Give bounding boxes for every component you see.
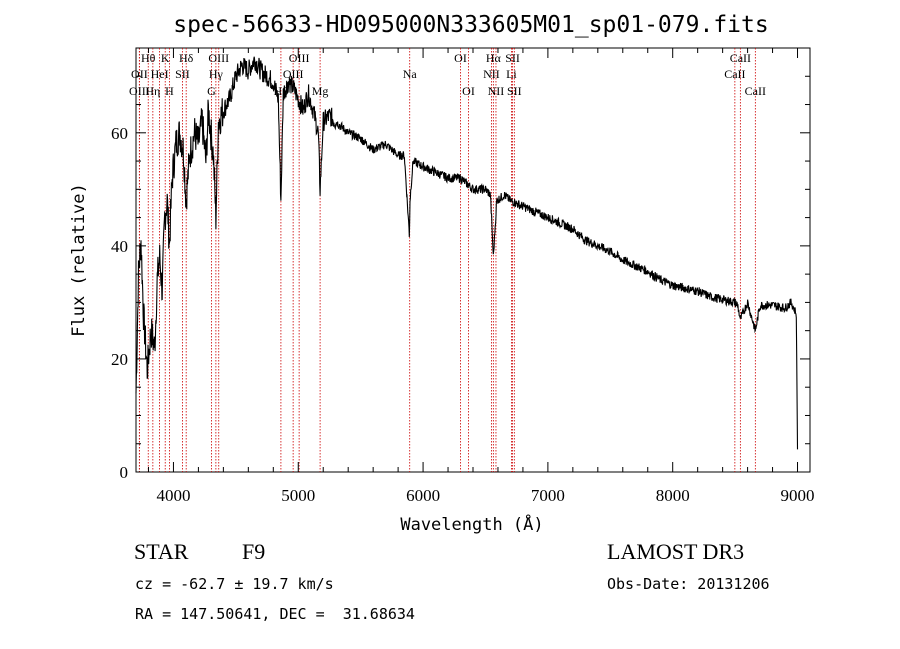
x-tick-label-8000: 8000 [656, 486, 690, 505]
line-label-17: OI [454, 51, 467, 65]
line-label-3: OIII [129, 84, 150, 98]
x-tick-label-9000: 9000 [781, 486, 815, 505]
line-label-25: CaII [730, 51, 751, 65]
y-tick-label-40: 40 [111, 237, 128, 256]
line-label-20: NII [483, 67, 500, 81]
line-label-4: Hη [145, 84, 160, 98]
redshift-value: cz = -62.7 ± 19.7 km/s [135, 575, 334, 593]
line-label-0: Hθ [141, 51, 156, 65]
line-label-15: Mg [312, 84, 329, 98]
line-label-7: Hδ [179, 51, 194, 65]
line-label-5: K [161, 51, 170, 65]
line-label-6: H [165, 84, 174, 98]
line-label-13: OIII [283, 67, 304, 81]
y-axis-label: Flux (relative) [69, 183, 89, 337]
coordinates: RA = 147.50641, DEC = 31.68634 [135, 605, 415, 623]
line-label-10: Hγ [209, 67, 224, 81]
x-tick-label-7000: 7000 [531, 486, 565, 505]
line-label-11: G [207, 84, 216, 98]
spectral-line-markers [138, 48, 756, 472]
object-class: STAR [134, 539, 189, 564]
line-label-22: SII [505, 51, 520, 65]
chart-title: spec-56633-HD095000N333605M01_sp01-079.f… [173, 12, 768, 38]
plot-frame [135, 47, 811, 473]
line-label-16: Na [403, 67, 418, 81]
line-label-8: SII [175, 67, 190, 81]
x-tick-label-4000: 4000 [156, 486, 190, 505]
observation-date: Obs-Date: 20131206 [607, 575, 770, 593]
spectral-subclass: F9 [242, 539, 266, 564]
line-label-12: OIII [289, 51, 310, 65]
y-tick-label-20: 20 [111, 350, 128, 369]
line-label-1: OII [131, 67, 148, 81]
x-tick-label-5000: 5000 [281, 486, 315, 505]
line-label-21: NII [488, 84, 505, 98]
spectrum-chart: spec-56633-HD095000N333605M01_sp01-079.f… [69, 12, 815, 535]
line-label-9: OIII [208, 51, 229, 65]
line-label-18: OI [462, 84, 475, 98]
line-label-27: CaII [745, 84, 766, 98]
survey-name: LAMOST DR3 [607, 539, 745, 564]
y-axis-ticks: 0 20 40 60 [111, 47, 810, 482]
y-tick-label-60: 60 [111, 124, 128, 143]
line-label-19: Hα [486, 51, 502, 65]
x-axis-label: Wavelength (Å) [400, 513, 543, 535]
line-label-23: Li [506, 67, 517, 81]
x-axis-ticks: 4000 5000 6000 7000 8000 9000 [147, 48, 815, 505]
line-label-2: HeI [151, 67, 169, 81]
line-label-26: CaII [724, 67, 745, 81]
y-tick-label-0: 0 [120, 463, 129, 482]
x-tick-label-6000: 6000 [406, 486, 440, 505]
spectrum-line [135, 56, 799, 450]
line-label-24: SII [507, 84, 522, 98]
